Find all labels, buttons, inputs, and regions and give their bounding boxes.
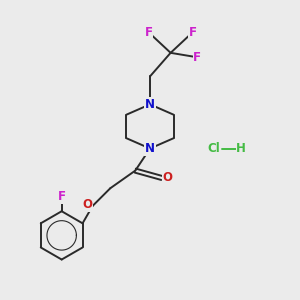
Text: O: O: [163, 172, 173, 184]
Text: F: F: [193, 51, 201, 64]
Text: F: F: [145, 26, 152, 39]
Text: N: N: [145, 142, 155, 155]
Text: H: H: [236, 142, 246, 155]
Text: Cl: Cl: [207, 142, 220, 155]
Text: N: N: [145, 98, 155, 111]
Text: O: O: [82, 198, 92, 211]
Text: F: F: [58, 190, 66, 203]
Text: F: F: [189, 26, 197, 39]
